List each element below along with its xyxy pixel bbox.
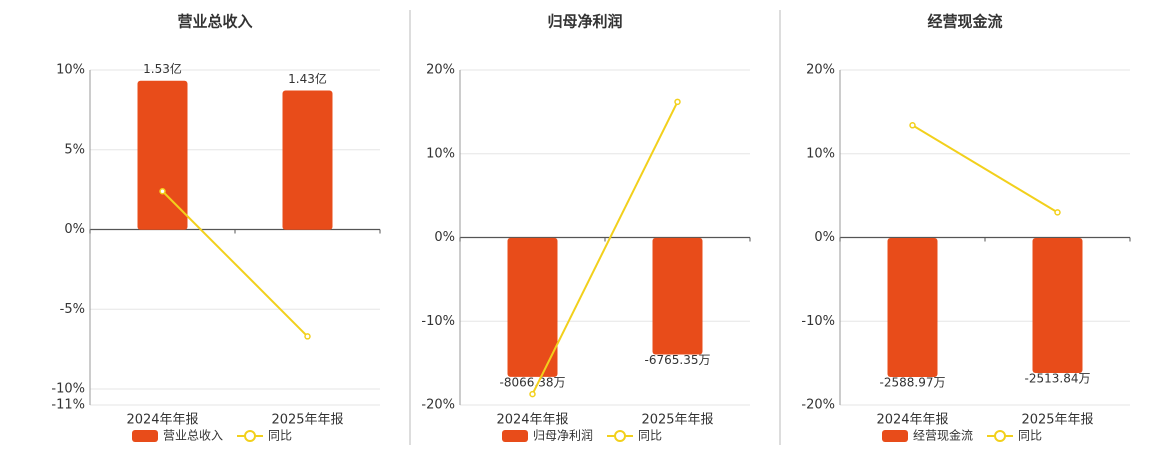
line [911,124,1059,214]
point [159,187,166,195]
y-tick-label: 0% [814,230,835,245]
legend-swatch [132,430,158,442]
y-tick-label: -10% [421,314,455,329]
bar [507,237,558,377]
chart-title: 营业总收入 [177,13,252,31]
y-tick-label: -20% [801,398,835,413]
y-tick-label: 0% [64,222,85,237]
legend-marker [244,430,257,442]
point [909,122,916,129]
y-tick-label: 0% [434,230,455,245]
data-label: -2513.84万 [1025,371,1091,385]
bar [137,80,188,230]
point [529,390,536,398]
y-tick-label: -10% [51,382,85,397]
y-tick-label: -5% [60,302,85,317]
x-tick-label: 2024年年报 [126,413,198,428]
data-label: -6765.35万 [645,353,711,367]
point [1054,209,1061,216]
y-tick-label: -10% [801,314,835,329]
x-tick-label: 2025年年报 [641,413,713,428]
legend-swatch [502,430,528,442]
y-tick-label: 5% [64,142,85,157]
legend-label: 同比 [1018,429,1042,443]
y-tick-label: -11% [51,398,85,413]
bar [887,238,938,378]
data-label: 1.43亿 [288,71,327,86]
data-label: 1.53亿 [143,61,182,76]
line [161,190,309,338]
legend-swatch [882,430,908,442]
line [531,101,679,395]
x-tick-label: 2025年年报 [271,413,343,428]
chart-title: 归母净利润 [547,13,622,31]
bar [652,237,703,355]
point [674,98,681,106]
bar [282,90,333,230]
legend-label: 经营现金流 [913,428,973,443]
chart-title: 经营现金流 [927,13,1002,31]
y-tick-label: 20% [426,63,455,78]
y-tick-label: -20% [421,398,455,413]
legend-label: 同比 [268,429,292,443]
x-tick-label: 2024年年报 [496,413,568,428]
data-label: -8066.38万 [500,375,566,389]
legend-label: 营业总收入 [163,429,223,443]
legend-marker [994,430,1007,442]
point [304,333,311,340]
x-tick-label: 2024年年报 [876,413,948,428]
legend-label: 归母净利润 [533,429,593,443]
legend-marker [614,430,627,442]
y-tick-label: 20% [806,63,835,78]
y-tick-label: 10% [806,146,835,161]
bar [1032,238,1083,373]
y-tick-label: 10% [426,146,455,161]
x-tick-label: 2025年年报 [1021,413,1093,428]
data-label: -2588.97万 [880,376,946,390]
y-tick-label: 10% [56,63,85,78]
legend-label: 同比 [638,429,662,443]
